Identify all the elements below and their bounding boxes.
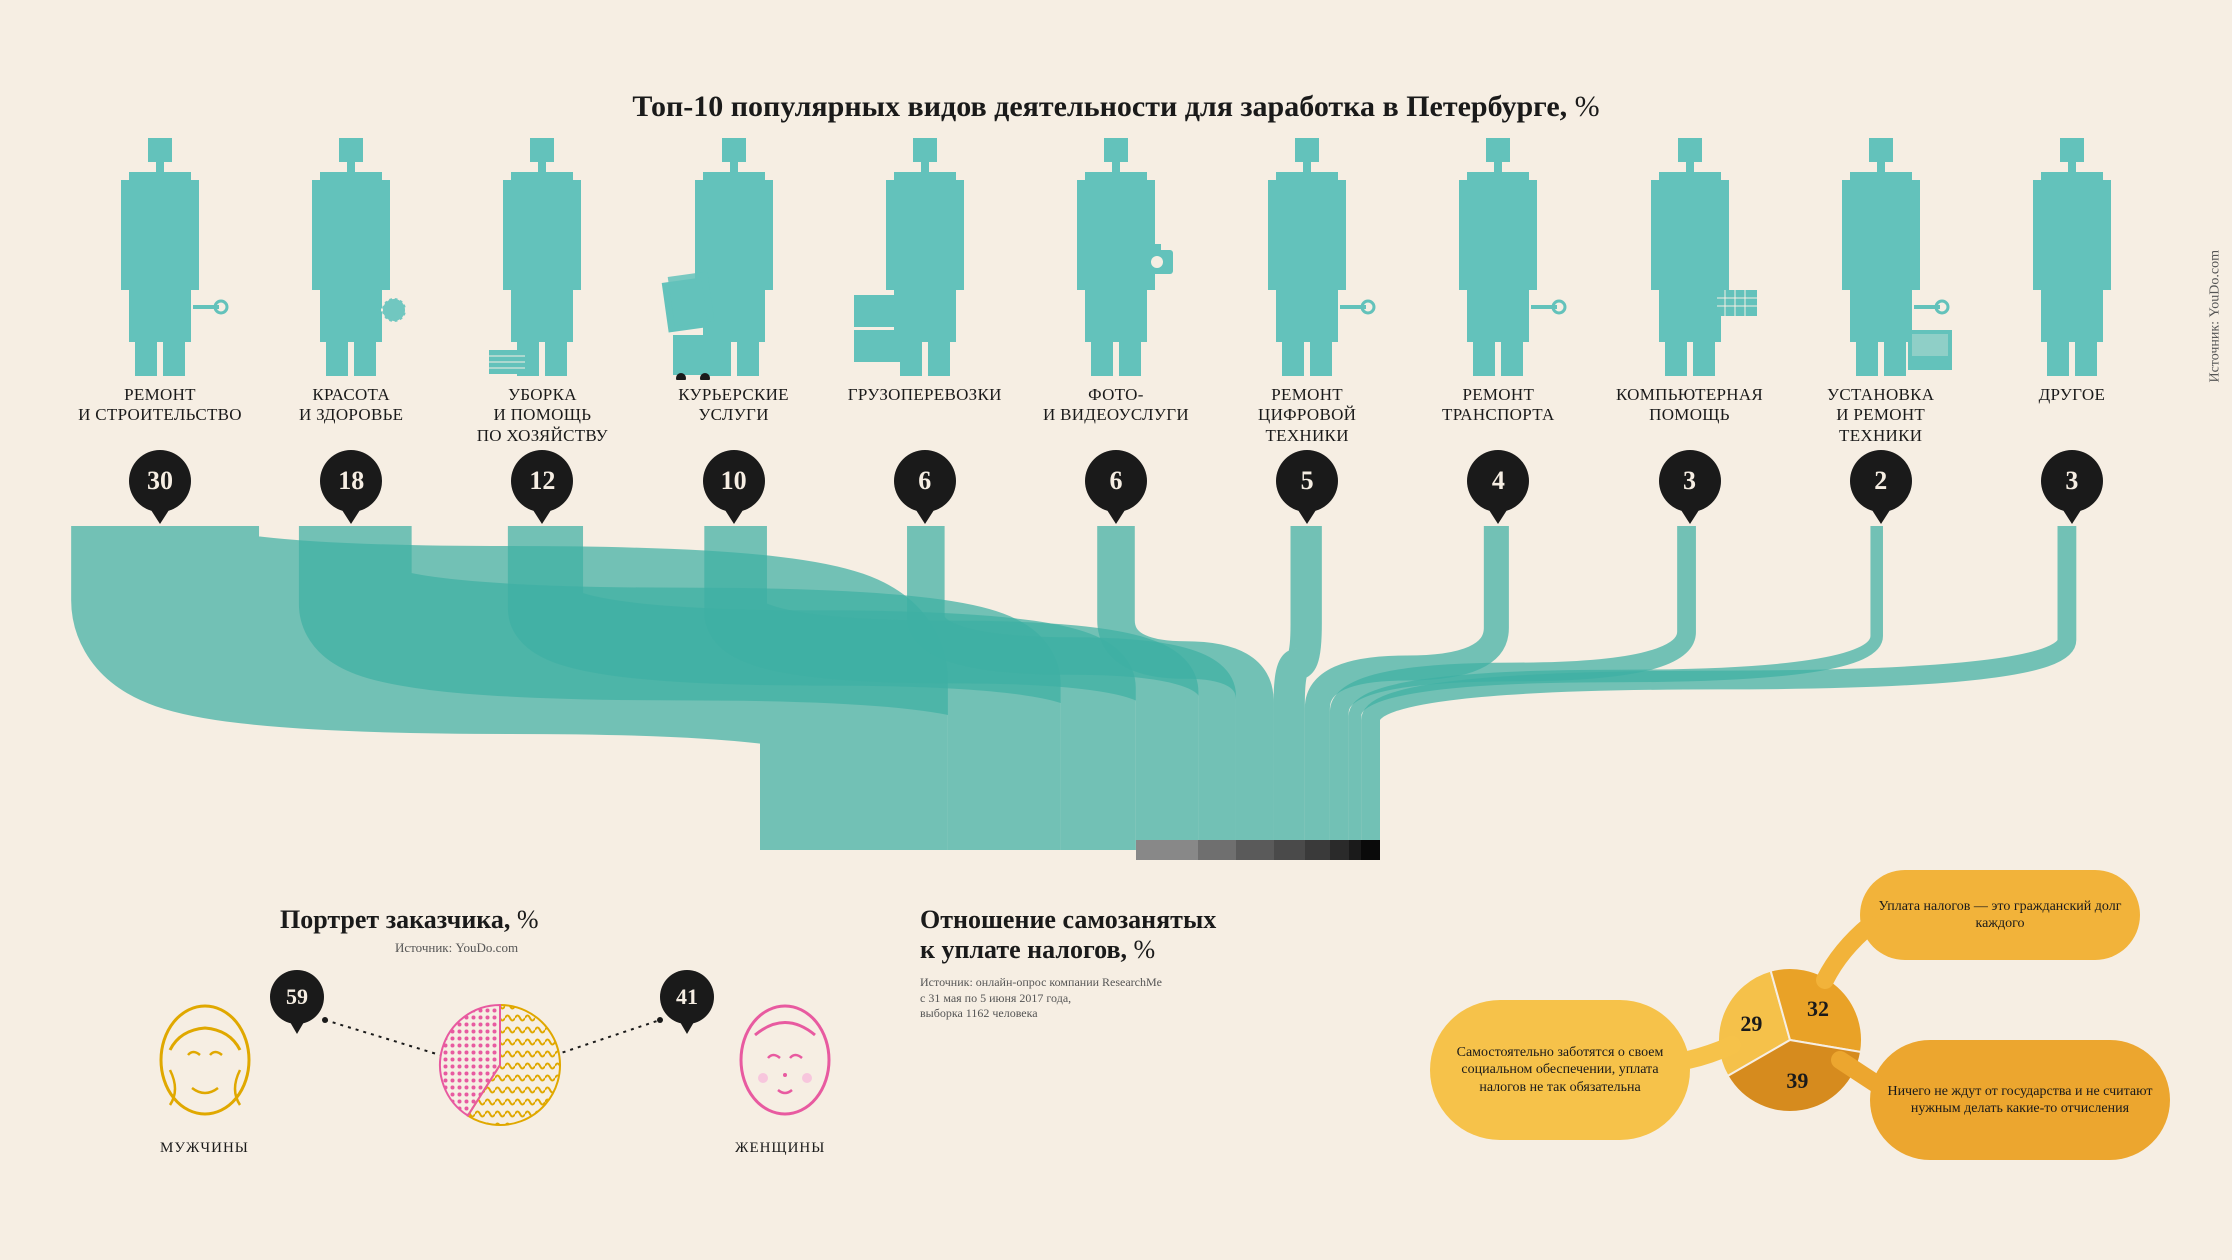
main-title: Топ-10 популярных видов деятельности для…	[632, 90, 1599, 124]
value-bubble: 3	[1600, 450, 1780, 512]
value-bubble: 10	[644, 450, 824, 512]
tax-pie-area: 29 32 39 Самостоятельно заботятся о своем …	[1430, 870, 2190, 1210]
value-bubble: 2	[1791, 450, 1971, 512]
figure-item	[1600, 130, 1780, 380]
category-label: Другое	[1982, 385, 2162, 446]
figure-row	[70, 130, 2162, 380]
value-bubble: 5	[1217, 450, 1397, 512]
tax-bubble-2: Уплата налогов — это гражданский долг ка…	[1860, 870, 2140, 960]
figure-item	[644, 130, 824, 380]
figure-item	[1982, 130, 2162, 380]
female-label: ЖЕНЩИНЫ	[735, 1140, 825, 1157]
figure-item	[835, 130, 1015, 380]
value-bubble: 12	[452, 450, 632, 512]
category-label: Красотаи здоровье	[261, 385, 441, 446]
female-icon	[730, 1000, 840, 1130]
gender-pie	[435, 1000, 565, 1130]
female-value-bubble: 41	[660, 970, 714, 1024]
category-label: Ремонтцифровойтехники	[1217, 385, 1397, 446]
tax-bubble-1: Самостоятельно заботятся о своем социаль…	[1430, 1000, 1690, 1140]
category-label: Ремонттранспорта	[1408, 385, 1588, 446]
category-label: Курьерскиеуслуги	[644, 385, 824, 446]
figure-item	[1791, 130, 1971, 380]
svg-text:29: 29	[1740, 1011, 1762, 1036]
figure-item	[261, 130, 441, 380]
figure-item	[70, 130, 250, 380]
portrait-source: Источник: YouDo.com	[395, 940, 518, 956]
category-label: Компьютернаяпомощь	[1600, 385, 1780, 446]
tax-source: Источник: онлайн-опрос компании Research…	[920, 975, 1162, 1022]
figure-item	[1408, 130, 1588, 380]
tax-bubble-3: Ничего не ждут от государства и не счита…	[1870, 1040, 2170, 1160]
tax-title: Отношение самозанятых к уплате налогов, …	[920, 905, 1216, 965]
figure-item	[1026, 130, 1206, 380]
figure-item	[452, 130, 632, 380]
category-labels-row: Ремонти строительствоКрасотаи здоровьеУб…	[70, 385, 2162, 446]
value-bubble: 3	[1982, 450, 2162, 512]
tax-pie: 29 32 39	[1700, 950, 1880, 1130]
value-bubble: 6	[1026, 450, 1206, 512]
value-bubble: 30	[70, 450, 250, 512]
sankey-flows	[0, 520, 2232, 860]
category-label: Фото-и видеоуслуги	[1026, 385, 1206, 446]
svg-text:39: 39	[1786, 1068, 1808, 1093]
category-label: Уборкаи помощьпо хозяйству	[452, 385, 632, 446]
category-label: Грузоперевозки	[835, 385, 1015, 446]
figure-item	[1217, 130, 1397, 380]
value-bubble: 6	[835, 450, 1015, 512]
portrait-title: Портрет заказчика, %	[280, 905, 539, 935]
portrait-chart: МУЖЧИНЫ 59 ЖЕНЩИНЫ 41	[150, 960, 850, 1160]
source-vertical: Источник: YouDo.com	[2208, 250, 2224, 383]
value-bubble: 18	[261, 450, 441, 512]
svg-text:32: 32	[1807, 996, 1829, 1021]
category-label: Ремонти строительство	[70, 385, 250, 446]
value-bubbles-row: 301812106654323	[70, 450, 2162, 512]
value-bubble: 4	[1408, 450, 1588, 512]
category-label: Установкаи ремонттехники	[1791, 385, 1971, 446]
